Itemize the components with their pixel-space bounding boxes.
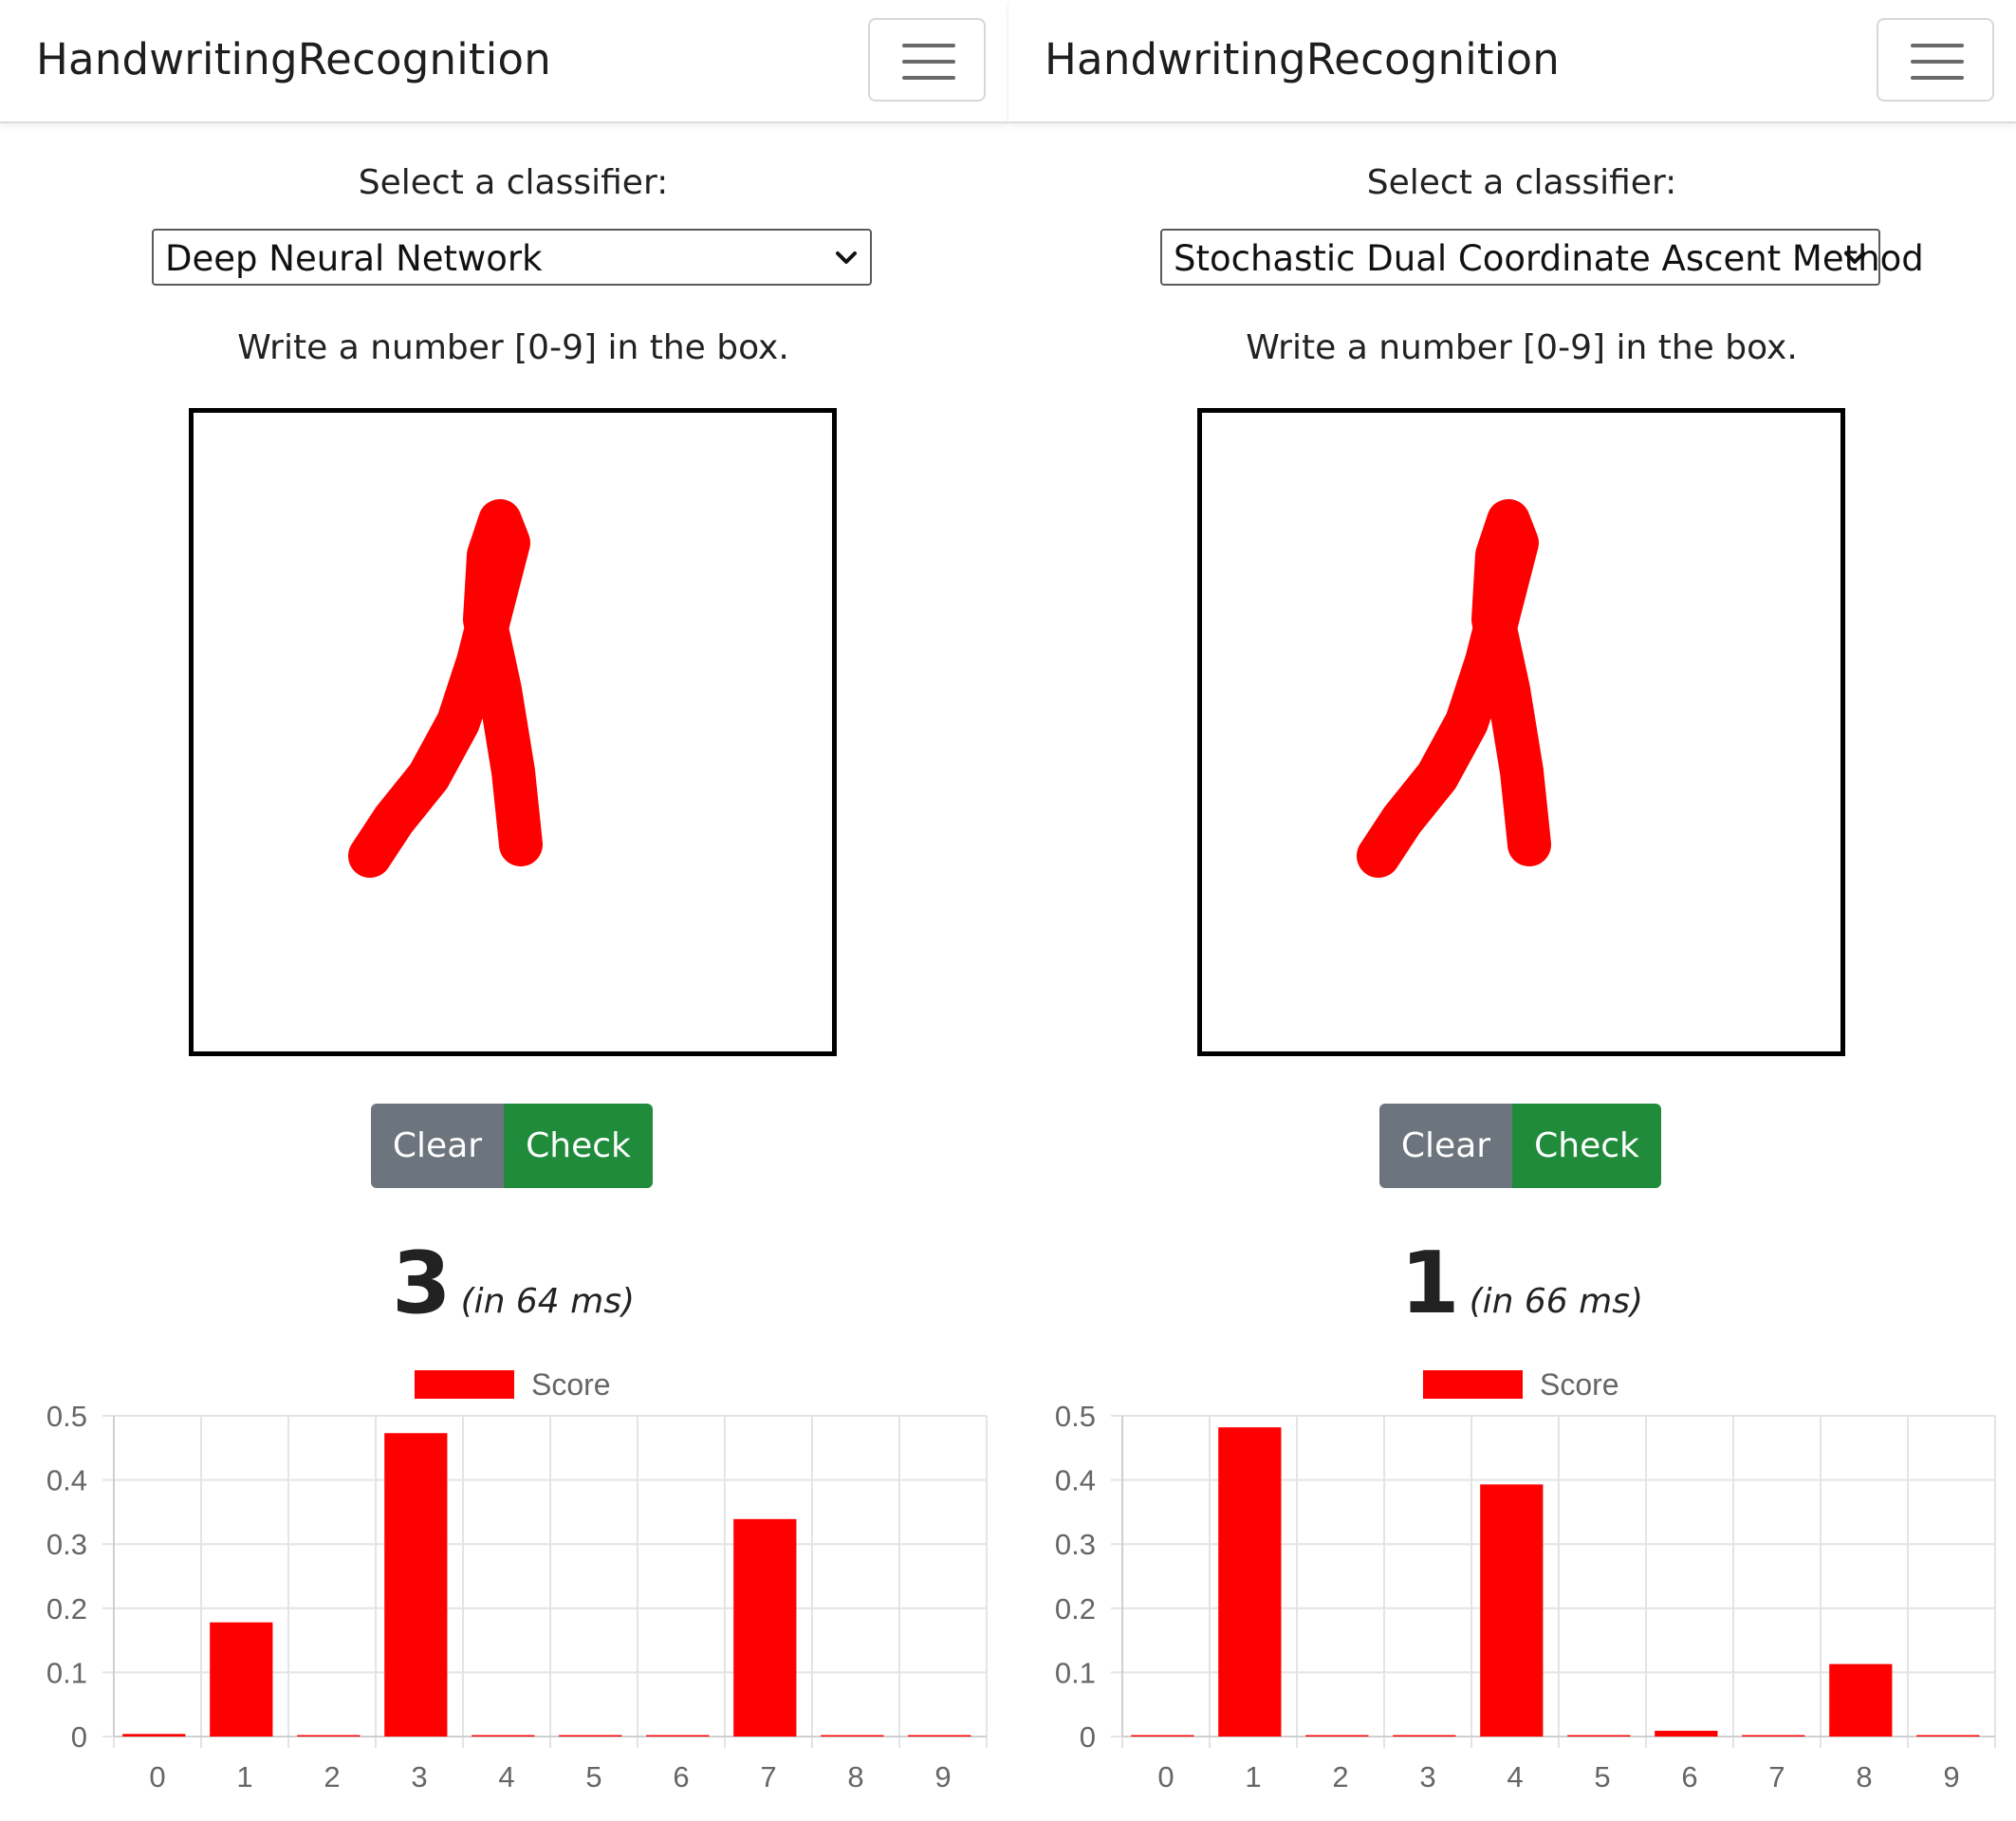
drawing-canvas[interactable] [189, 408, 837, 1056]
bar [1655, 1730, 1718, 1737]
y-tick-label: 0.4 [46, 1464, 87, 1497]
chevron-down-icon [836, 251, 857, 264]
bar [210, 1622, 273, 1737]
x-tick-label: 1 [1245, 1760, 1261, 1793]
hamburger-icon [902, 44, 955, 47]
predicted-digit: 3 [391, 1234, 452, 1333]
bar [1829, 1663, 1893, 1737]
x-tick-label: 8 [1856, 1760, 1872, 1793]
drawing-canvas[interactable] [1197, 408, 1845, 1056]
prediction-result: 3 (in 64 ms) [0, 1234, 1026, 1333]
hamburger-icon-bar [1911, 76, 1964, 80]
handwritten-stroke [1357, 499, 1551, 878]
x-tick-label: 3 [1419, 1760, 1435, 1793]
x-tick-label: 6 [673, 1760, 689, 1793]
bar [1742, 1735, 1805, 1737]
x-tick-label: 3 [411, 1760, 427, 1793]
x-tick-label: 9 [934, 1760, 951, 1793]
legend-swatch [1423, 1370, 1523, 1399]
classifier-selected-value: Deep Neural Network [165, 238, 543, 279]
panel-right: HandwritingRecognition Select a classifi… [1008, 0, 2016, 1821]
y-tick-label: 0.5 [1055, 1400, 1096, 1433]
prediction-time: (in 64 ms) [460, 1282, 636, 1321]
x-tick-label: 0 [149, 1760, 165, 1793]
check-button[interactable]: Check [504, 1104, 653, 1188]
y-tick-label: 0.2 [46, 1592, 87, 1626]
bar [1305, 1735, 1369, 1737]
bar [821, 1735, 884, 1737]
legend-swatch [415, 1370, 514, 1399]
instructions-text: Write a number [0-9] in the box. [237, 328, 789, 367]
y-tick-label: 0.4 [1055, 1464, 1096, 1497]
menu-toggle-button[interactable] [1877, 18, 1994, 102]
bar [1480, 1484, 1544, 1737]
score-chart: Score 0 0.1 0.2 0.3 0.4 0.5 0 1 2 3 4 5 6 7 8 9 [1055, 1367, 1996, 1793]
hamburger-icon [1911, 44, 1964, 47]
predicted-digit: 1 [1399, 1234, 1460, 1333]
instructions-text: Write a number [0-9] in the box. [1246, 328, 1798, 367]
clear-button[interactable]: Clear [371, 1104, 504, 1188]
check-button[interactable]: Check [1512, 1104, 1661, 1188]
y-tick-label: 0 [1080, 1720, 1096, 1754]
x-tick-label: 8 [847, 1760, 863, 1793]
x-tick-label: 7 [1768, 1760, 1785, 1793]
classifier-label: Select a classifier: [1366, 163, 1677, 202]
y-tick-label: 0.5 [46, 1400, 87, 1433]
classifier-label: Select a classifier: [358, 163, 669, 202]
bar [908, 1735, 971, 1737]
handwritten-stroke [348, 499, 543, 878]
classifier-select[interactable]: Stochastic Dual Coordinate Ascent Method [1160, 229, 1924, 286]
x-tick-label: 5 [1594, 1760, 1610, 1793]
hamburger-icon-bar [902, 60, 955, 64]
x-tick-label: 2 [1332, 1760, 1348, 1793]
legend-label: Score [531, 1367, 611, 1402]
bar [297, 1735, 361, 1737]
y-tick-label: 0.3 [1055, 1528, 1096, 1561]
x-tick-label: 2 [324, 1760, 340, 1793]
y-tick-label: 0.3 [46, 1528, 87, 1561]
x-tick-label: 5 [585, 1760, 601, 1793]
y-tick-label: 0.1 [46, 1656, 87, 1689]
bar [472, 1735, 535, 1737]
clear-button[interactable]: Clear [1379, 1104, 1512, 1188]
navbar: HandwritingRecognition [1008, 0, 2016, 123]
x-tick-label: 9 [1943, 1760, 1959, 1793]
y-tick-label: 0 [71, 1720, 87, 1754]
panel-left: HandwritingRecognition Select a classifi… [0, 0, 1008, 1793]
bar [1916, 1735, 1980, 1737]
brand-title[interactable]: HandwritingRecognition [36, 34, 551, 84]
navbar: HandwritingRecognition [0, 0, 1008, 123]
legend-label: Score [1540, 1367, 1619, 1402]
score-chart: Score 0 0.1 0.2 0.3 0.4 0.5 0 1 2 3 4 5 6 7 8 9 [46, 1367, 988, 1793]
bar [646, 1735, 710, 1737]
classifier-select[interactable]: Deep Neural Network [152, 229, 872, 286]
classifier-selected-value: Stochastic Dual Coordinate Ascent Method [1174, 238, 1924, 279]
x-tick-label: 6 [1681, 1760, 1697, 1793]
bar [122, 1734, 186, 1737]
y-tick-label: 0.1 [1055, 1656, 1096, 1689]
x-tick-label: 0 [1157, 1760, 1174, 1793]
bar [733, 1518, 797, 1737]
x-tick-label: 1 [236, 1760, 252, 1793]
bar [384, 1433, 448, 1737]
chevron-down-icon [1844, 251, 1865, 264]
prediction-time: (in 66 ms) [1469, 1282, 1644, 1321]
hamburger-icon-bar [902, 76, 955, 80]
prediction-result: 1 (in 66 ms) [1008, 1234, 2016, 1333]
bar [1567, 1735, 1631, 1737]
bar [1131, 1735, 1194, 1737]
x-tick-label: 4 [498, 1760, 514, 1793]
x-tick-label: 7 [760, 1760, 776, 1793]
bar [1218, 1427, 1282, 1737]
bar [559, 1735, 622, 1737]
menu-toggle-button[interactable] [868, 18, 986, 102]
x-tick-label: 4 [1507, 1760, 1523, 1793]
hamburger-icon-bar [1911, 60, 1964, 64]
bar [1393, 1735, 1456, 1737]
brand-title[interactable]: HandwritingRecognition [1045, 34, 1560, 84]
y-tick-label: 0.2 [1055, 1592, 1096, 1626]
